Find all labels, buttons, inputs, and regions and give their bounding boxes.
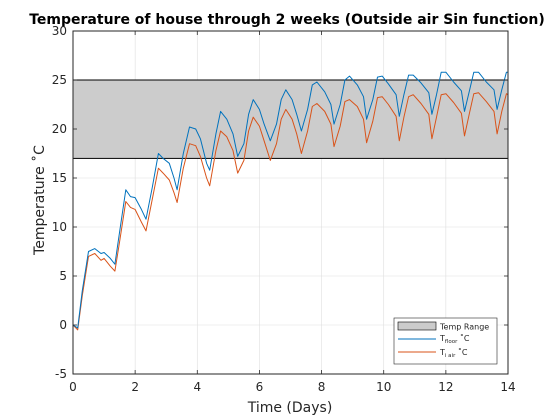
series-line-t-floor [72,71,508,329]
x-tick-label: 4 [193,380,201,394]
legend-t-i-air-sub: i air [445,353,456,359]
series-line-t-i-air [72,92,509,331]
legend-t-floor-suffix: ˚C [457,333,470,343]
legend: Temp Range Tfloor ˚C Ti air ˚C [393,317,498,365]
y-tick-label: -5 [55,367,67,381]
x-axis-label: Time (Days) [247,400,333,416]
x-tick-label: 14 [500,380,515,394]
x-tick-label: 2 [131,380,139,394]
legend-swatch-temp-range [397,321,437,331]
x-tick-label: 12 [438,380,453,394]
series-layer [72,71,509,331]
y-axis-label: Temperature ˚C [31,145,48,256]
plot-frame [72,30,509,375]
legend-label-temp-range: Temp Range [439,323,489,332]
x-tick-label: 8 [318,380,326,394]
y-tick-label: 15 [52,171,67,185]
x-tick-label: 6 [256,380,264,394]
x-axis-ticks: 0 2 4 6 8 10 12 14 [69,31,516,394]
y-tick-label: 0 [59,318,67,332]
legend-t-i-air-suffix: ˚C [455,347,468,357]
legend-box [393,317,498,365]
y-tick-label: 20 [52,122,67,136]
chart-title: Temperature of house through 2 weeks (Ou… [29,12,545,28]
y-tick-label: 25 [52,73,67,87]
y-tick-label: 5 [59,269,67,283]
x-tick-label: 10 [376,380,391,394]
legend-t-floor-sub: floor [445,339,458,345]
y-axis-ticks: -5 0 5 10 15 20 25 30 [52,24,508,381]
legend-label-t-floor: Tfloor ˚C [439,333,470,345]
legend-t-i-air-main: T [439,348,445,357]
temp-range-band [72,79,509,159]
y-tick-label: 10 [52,220,67,234]
legend-label-t-i-air: Ti air ˚C [439,347,468,359]
x-tick-label: 0 [69,380,77,394]
y-tick-label: 30 [52,24,67,38]
legend-t-floor-main: T [439,334,445,343]
